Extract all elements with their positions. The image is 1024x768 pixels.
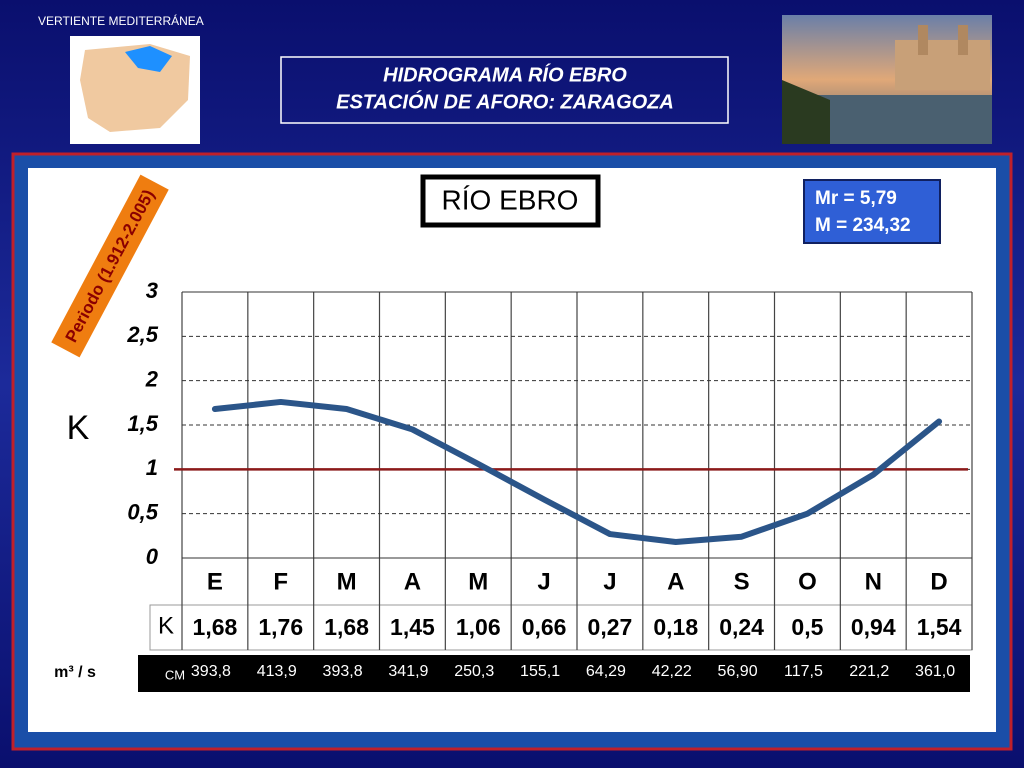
value-label: 0,27 xyxy=(588,614,633,640)
flow-value: 42,22 xyxy=(652,663,692,680)
x-tick-label: A xyxy=(667,568,684,595)
header-title: ESTACIÓN DE AFORO: ZARAGOZA xyxy=(336,89,674,113)
stats-box xyxy=(803,179,941,244)
flow-value: 413,9 xyxy=(257,663,297,680)
value-label: 0,18 xyxy=(653,614,698,640)
x-tick-label: A xyxy=(404,568,421,595)
x-tick-label: M xyxy=(337,568,357,595)
flow-value: 64,29 xyxy=(586,663,626,680)
region-label: VERTIENTE MEDITERRÁNEA xyxy=(38,13,204,28)
value-label: 0,94 xyxy=(851,614,896,640)
x-tick-label: J xyxy=(537,568,550,595)
y-tick-label: 1 xyxy=(146,455,158,480)
title-box xyxy=(420,174,601,228)
value-label: 1,76 xyxy=(258,614,303,640)
header-title: HIDROGRAMA RÍO EBRO xyxy=(383,63,627,86)
x-tick-label: M xyxy=(468,568,488,595)
stat: Mr = 5,79 xyxy=(815,188,897,209)
value-label: 0,5 xyxy=(791,614,823,640)
x-tick-label: E xyxy=(207,568,223,595)
flow-value: 221,2 xyxy=(849,663,889,680)
y-tick-label: 0,5 xyxy=(127,499,158,524)
x-tick-label: S xyxy=(734,568,750,595)
y-tick-label: 1,5 xyxy=(127,411,158,436)
x-tick-label: J xyxy=(603,568,616,595)
map xyxy=(70,36,200,144)
flow-value: 117,5 xyxy=(784,663,823,680)
y-axis-label: K xyxy=(67,409,90,447)
flow-value: 155,1 xyxy=(520,663,560,680)
flow-value: 393,8 xyxy=(191,663,231,680)
value-label: 1,54 xyxy=(917,614,962,640)
flow-value: 341,9 xyxy=(388,663,428,680)
flow-value: 361,0 xyxy=(915,663,955,680)
flow-value: 250,3 xyxy=(454,663,494,680)
value-label: 1,68 xyxy=(193,614,238,640)
chart-title: RÍO EBRO xyxy=(442,184,579,215)
flow-value: 393,8 xyxy=(323,663,363,680)
line xyxy=(211,398,943,546)
flow-value: 56,90 xyxy=(718,663,758,680)
k-row-label: K xyxy=(158,612,174,639)
x-tick-label: F xyxy=(273,568,288,595)
flow-row xyxy=(138,655,970,692)
photo xyxy=(782,15,992,144)
header-box xyxy=(280,56,729,124)
flow-unit: m³ / s xyxy=(54,664,96,681)
flow-label: CM xyxy=(165,667,185,682)
value-label: 1,06 xyxy=(456,614,501,640)
value-label: 1,68 xyxy=(324,614,369,640)
value-label: 1,45 xyxy=(390,614,435,640)
y-tick-label: 0 xyxy=(146,544,159,569)
x-tick-label: D xyxy=(930,568,947,595)
x-tick-label: N xyxy=(865,568,882,595)
x-tick-label: O xyxy=(798,568,817,595)
y-tick-label: 3 xyxy=(146,278,158,303)
y-tick-label: 2 xyxy=(145,366,159,391)
y-tick-label: 2,5 xyxy=(126,322,158,347)
k-row xyxy=(149,604,973,651)
value-label: 0,66 xyxy=(522,614,567,640)
value-label: 0,24 xyxy=(719,614,764,640)
stat: M = 234,32 xyxy=(815,215,911,236)
